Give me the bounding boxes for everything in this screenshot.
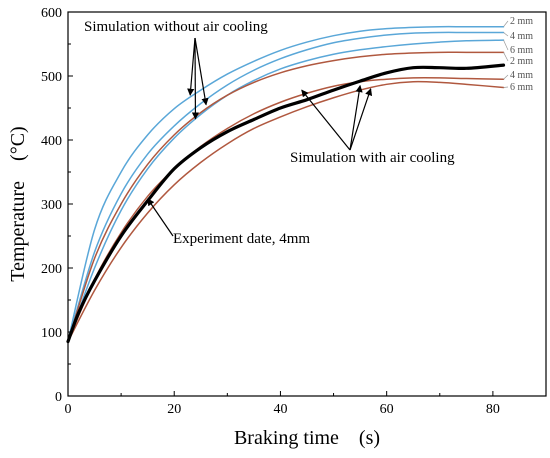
x-tick-label: 20 [167, 402, 181, 417]
series-end-label: 6 mm [510, 45, 533, 56]
plot-frame [67, 11, 547, 397]
series-line-no_cooling-0 [67, 25, 505, 343]
y-tick-label: 200 [41, 262, 62, 277]
series-curves [66, 25, 506, 344]
y-tick-label: 0 [55, 390, 62, 405]
series-end-labels: 2 mm4 mm6 mm2 mm4 mm6 mm [503, 16, 533, 93]
y-axis-title: Temperature (°C) [7, 126, 29, 281]
series-end-label: 2 mm [510, 56, 533, 67]
series-end-label: 2 mm [510, 16, 533, 27]
annotation-arrow [194, 37, 209, 106]
end-label-leader [503, 52, 509, 62]
series-line-with_cooling-5 [67, 80, 505, 343]
x-tick-label: 60 [380, 402, 394, 417]
annotation-arrow [349, 88, 373, 151]
x-tick-label: 0 [65, 402, 72, 417]
series-line-no_cooling-1 [67, 31, 505, 343]
x-axis-title: Braking time (s) [234, 427, 380, 449]
y-tick-label: 600 [41, 6, 62, 21]
annotation-arrow [349, 84, 363, 151]
annotations: Simulation without air cooling Simulation… [84, 19, 455, 247]
series-end-label: 6 mm [510, 82, 533, 93]
annotation-arrow [187, 37, 196, 96]
y-tick-label: 500 [41, 70, 62, 85]
y-tick-label: 100 [41, 326, 62, 341]
series-line-no_cooling-2 [67, 39, 505, 343]
y-axis-ticks: 0 100 200 300 400 500 600 [41, 6, 73, 405]
x-tick-label: 80 [486, 402, 500, 417]
end-label-leader [503, 20, 509, 27]
series-end-label: 4 mm [510, 70, 533, 81]
annotation-label: Experiment date, 4mm [173, 231, 310, 247]
annotation-arrow [301, 89, 351, 151]
series-line-experiment-6 [66, 63, 506, 344]
annotation-arrow [147, 198, 174, 237]
y-tick-label: 300 [41, 198, 62, 213]
end-label-leader [503, 86, 509, 88]
series-line-with_cooling-3 [67, 51, 505, 343]
x-tick-label: 40 [273, 402, 287, 417]
x-axis-ticks: 0 20 40 60 80 [65, 391, 500, 417]
series-end-label: 4 mm [510, 31, 533, 42]
annotation-label: Simulation without air cooling [84, 19, 268, 35]
end-label-leader [503, 74, 509, 80]
series-line-with_cooling-4 [67, 77, 505, 343]
end-label-leader [503, 32, 509, 37]
end-label-leader [503, 40, 509, 51]
annotation-label: Simulation with air cooling [290, 150, 455, 166]
y-tick-label: 400 [41, 134, 62, 149]
